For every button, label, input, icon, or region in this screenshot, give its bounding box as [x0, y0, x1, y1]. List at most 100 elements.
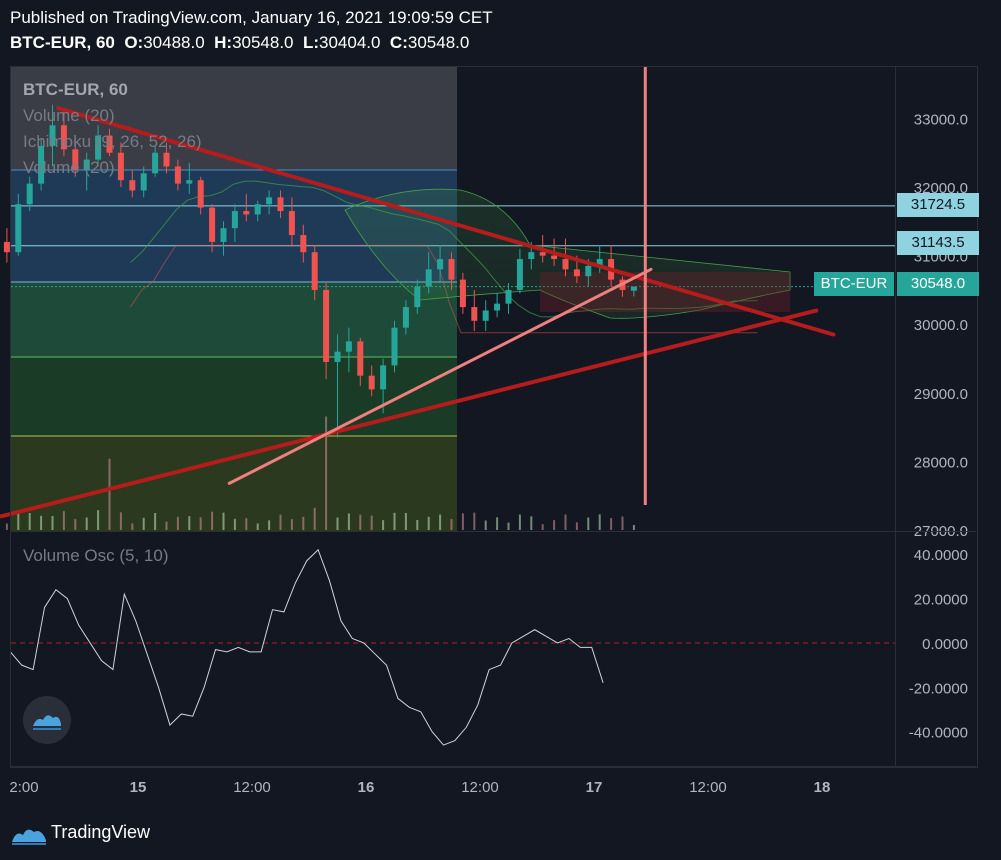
volume-bar [416, 520, 419, 530]
price-axis-ticks: 27000.028000.029000.030000.031000.032000… [914, 111, 968, 540]
volume-bar [5, 523, 8, 530]
fib-zone-olive [11, 436, 457, 531]
candle-body [539, 252, 546, 256]
candle-body [266, 197, 273, 205]
volume-bar [268, 520, 271, 530]
legend-ichimoku[interactable]: Ichimoku (9, 26, 52, 26) [23, 132, 202, 151]
tradingview-logo-icon[interactable] [10, 822, 48, 851]
legend-volume-2[interactable]: Volume (20) [23, 158, 115, 177]
trendlines[interactable] [0, 67, 836, 519]
osc-tick-label: -40.0000 [909, 725, 968, 742]
volume-bar [85, 517, 88, 530]
candle-body [311, 252, 318, 290]
candle-body [505, 289, 512, 304]
volume-bar [404, 513, 407, 530]
candle-body [243, 211, 250, 215]
time-tick-label: 17 [586, 779, 603, 796]
volume-bar [211, 511, 214, 530]
close-label: C: [389, 33, 408, 52]
volume-bar [439, 514, 442, 530]
volume-bar [347, 513, 350, 530]
legend-volume[interactable]: Volume (20) [23, 106, 115, 125]
time-tick-label: 12:00 [689, 779, 727, 796]
osc-tick-label: 20.0000 [914, 592, 968, 609]
time-tick-label: 15 [130, 779, 147, 796]
volume-bar [598, 514, 601, 530]
trendline-short-term-support [227, 267, 653, 485]
candle-body [345, 341, 352, 352]
candle-body [357, 341, 364, 376]
candle-body [72, 149, 79, 170]
candle-body [186, 180, 193, 184]
candle-body [220, 228, 227, 242]
candle-body [402, 307, 409, 328]
candle-body [334, 351, 341, 362]
volume-bar [97, 510, 100, 530]
candle-body [277, 197, 284, 212]
volume-bar [108, 458, 111, 530]
volume-bar [279, 514, 282, 530]
ichimoku-cloud [129, 180, 791, 334]
candle-body [448, 259, 455, 280]
price-tick-label: 33000.0 [914, 111, 968, 128]
time-tick-label: 12:00 [461, 779, 499, 796]
volume-bar [302, 516, 305, 530]
trendline-ascending-support [0, 308, 819, 519]
time-tick-label: 16 [358, 779, 375, 796]
volume-bar [325, 416, 328, 530]
volume-bar [382, 520, 385, 530]
time-tick-label: 18 [814, 779, 831, 796]
candle-body [494, 303, 501, 311]
volume-bar [484, 520, 487, 530]
candle-body [106, 135, 113, 153]
volume-bar [450, 519, 453, 530]
volume-bar [621, 516, 624, 530]
candle-body [596, 259, 603, 266]
volume-bar [564, 514, 567, 530]
tradingview-badge[interactable] [23, 696, 71, 744]
candle-body [391, 327, 398, 366]
volume-bar [553, 520, 556, 530]
price-tick-label: 28000.0 [914, 454, 968, 471]
candle-body [300, 235, 307, 253]
published-caption: Published on TradingView.com, January 16… [10, 8, 493, 27]
pane-separator[interactable] [10, 531, 976, 532]
candle-body [3, 241, 10, 253]
volume-bar [507, 522, 510, 530]
price-axis-border [895, 66, 896, 766]
price-tick-label: 30000.0 [914, 317, 968, 334]
candle-body [152, 152, 159, 174]
candle-body [15, 204, 22, 253]
fib-zone-green [11, 282, 457, 357]
candle-body [459, 279, 466, 308]
chart-frame [10, 66, 978, 768]
candle-body [231, 211, 238, 229]
candle-body [471, 307, 478, 321]
volume-bar [575, 522, 578, 530]
legend-symbol: BTC-EUR, 60 [23, 80, 128, 99]
volume-bar [518, 514, 521, 530]
candle-body [197, 180, 204, 208]
price-tick-label: 29000.0 [914, 386, 968, 403]
footer-brand[interactable]: TradingView [51, 822, 151, 842]
candle-body [209, 207, 216, 242]
candle-body [368, 375, 375, 390]
osc-line [9, 548, 604, 746]
candle-body [163, 152, 170, 167]
ohlc-header: BTC-EUR, 60 O:30488.0 H:30548.0 L:30404.… [10, 33, 469, 53]
price-tag-last: 30548.0 [897, 272, 979, 296]
candle-body [414, 286, 421, 308]
volume-bar [313, 507, 316, 530]
volume-bar [28, 513, 31, 530]
volume-bar [40, 515, 43, 530]
volume-bar [119, 512, 122, 530]
volume-bar [256, 523, 259, 530]
price-tag-level2: 31143.5 [897, 231, 979, 255]
legend-volume-osc[interactable]: Volume Osc (5, 10) [23, 546, 169, 565]
volume-bar [393, 512, 396, 530]
volume-bar [632, 525, 635, 530]
volume-bar [62, 511, 65, 530]
volume-bar [142, 517, 145, 530]
volume-bar [530, 516, 533, 530]
